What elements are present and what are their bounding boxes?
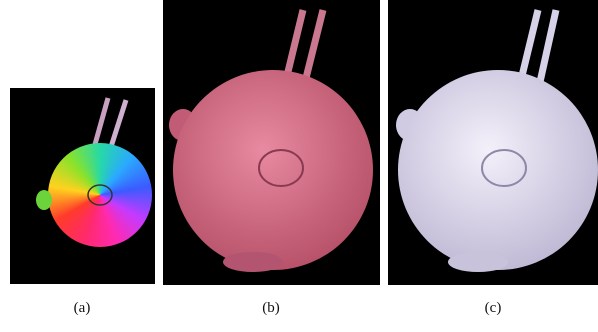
rendered-object bbox=[388, 0, 598, 285]
panel-a-image bbox=[10, 88, 155, 284]
disk-detail bbox=[10, 88, 155, 284]
rendered-object bbox=[163, 0, 380, 285]
figure: (a) (b) (c) bbox=[0, 0, 598, 332]
caption: (c) bbox=[473, 300, 513, 317]
caption: (a) bbox=[62, 300, 102, 317]
panel-b-image bbox=[163, 0, 380, 285]
panel-c-image bbox=[388, 0, 598, 285]
caption: (b) bbox=[251, 300, 291, 317]
